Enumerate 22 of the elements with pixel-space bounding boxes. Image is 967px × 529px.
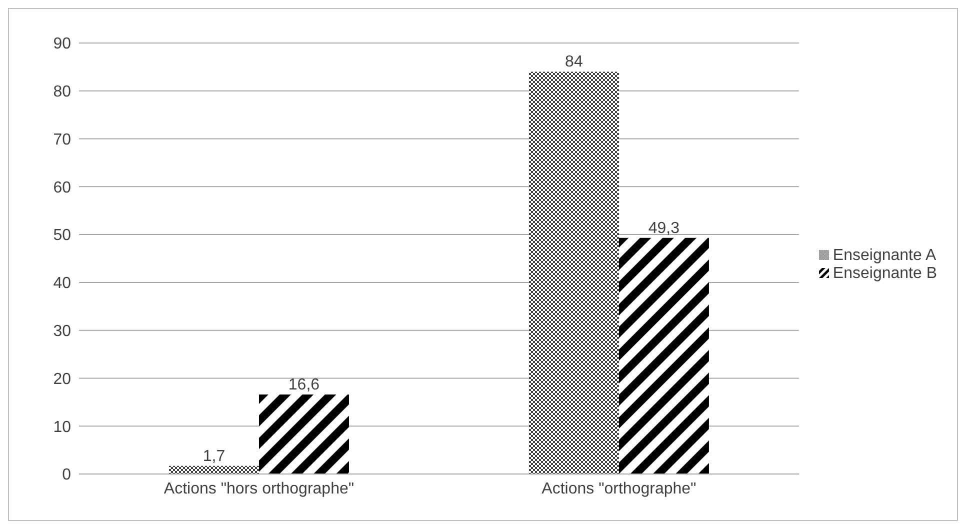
y-tick-label: 50 (53, 227, 72, 244)
legend-label: Enseignante A (832, 246, 936, 264)
bar (618, 238, 709, 474)
y-tick-label: 0 (62, 466, 72, 484)
y-tick-label: 10 (53, 418, 72, 436)
y-tick-label: 20 (53, 370, 72, 388)
data-label: 84 (565, 54, 583, 71)
x-tick-label: Actions "hors orthographe" (164, 480, 354, 498)
y-tick-label: 30 (53, 323, 72, 340)
data-label: 49,3 (648, 220, 680, 237)
y-tick-label: 40 (53, 275, 72, 292)
y-tick-label: 90 (53, 36, 72, 53)
bar (168, 466, 259, 474)
data-label: 16,6 (288, 376, 320, 394)
bar (528, 72, 619, 474)
data-label: 1,7 (202, 448, 226, 465)
x-tick-label: Actions "orthographe" (542, 480, 696, 498)
y-tick-label: 80 (53, 84, 72, 101)
bar (258, 394, 349, 474)
legend-label: Enseignante B (832, 264, 937, 282)
y-tick-label: 70 (53, 131, 72, 148)
y-tick-label: 60 (53, 179, 72, 196)
